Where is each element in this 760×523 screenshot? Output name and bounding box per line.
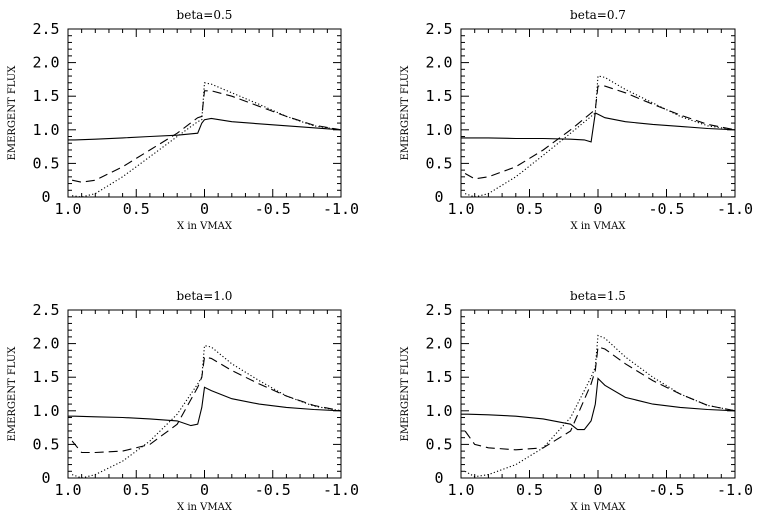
y-tick-label: 1.5 xyxy=(425,87,452,105)
chart-panel-1: beta=0.5 0 0.5 1.0 1.5 2.0 2.5 1.0 0.5 0 -0.5 -1.0 X… xyxy=(7,8,359,232)
x-axis-label: X in VMAX xyxy=(571,502,627,513)
y-tick-label: 0.5 xyxy=(425,435,452,453)
series-line-solid xyxy=(68,386,342,427)
series-line-dashed xyxy=(464,346,736,451)
y-tick-label: 2.0 xyxy=(32,335,59,353)
x-tick-label: 0.5 xyxy=(123,200,150,218)
x-tick-label: -0.5 xyxy=(255,481,291,499)
series-line-dashed xyxy=(464,85,736,180)
y-tick-label: 1.5 xyxy=(425,368,452,386)
y-axis-label: EMERGENT FLUX xyxy=(7,346,18,442)
plot-frame xyxy=(67,28,342,198)
y-tick-label: 0 xyxy=(41,469,50,487)
y-tick-label: 1.0 xyxy=(32,402,59,420)
y-tick-label: 0 xyxy=(434,188,443,206)
series-line-solid xyxy=(461,377,736,431)
series-line-dotted xyxy=(71,344,342,479)
plot-frame xyxy=(67,309,342,479)
x-tick-label: 0.5 xyxy=(123,481,150,499)
y-tick-label: 1.0 xyxy=(32,121,59,139)
x-tick-label: 1.0 xyxy=(447,481,474,499)
plot-frame xyxy=(460,28,736,198)
y-axis-label: EMERGENT FLUX xyxy=(400,65,411,161)
y-tick-label: 1.0 xyxy=(425,121,452,139)
x-tick-label: -1.0 xyxy=(717,200,753,218)
y-tick-label: 2.5 xyxy=(425,301,452,319)
series-line-dotted xyxy=(72,82,342,198)
y-tick-label: 2.5 xyxy=(32,20,59,38)
y-tick-label: 2.5 xyxy=(425,20,452,38)
y-tick-label: 2.0 xyxy=(425,335,452,353)
chart-title: beta=0.7 xyxy=(570,8,626,22)
x-tick-label: 1.0 xyxy=(447,200,474,218)
chart-title: beta=1.0 xyxy=(177,289,233,303)
y-tick-label: 1.5 xyxy=(32,368,59,386)
x-tick-label: -0.5 xyxy=(255,200,291,218)
series-line-solid xyxy=(68,117,342,141)
x-axis-label: X in VMAX xyxy=(177,221,233,232)
y-tick-label: 2.0 xyxy=(32,54,59,72)
y-tick-label: 0 xyxy=(41,188,50,206)
series-line-dotted xyxy=(464,75,736,198)
chart-panel-3: beta=1.0 0 0.5 1.0 1.5 2.0 2.5 1.0 0.5 0 -0.5 -1.0 X… xyxy=(7,289,359,513)
y-tick-label: 0.5 xyxy=(425,154,452,172)
series-line-dashed xyxy=(71,356,342,454)
y-tick-label: 0.5 xyxy=(32,435,59,453)
x-tick-label: 1.0 xyxy=(54,200,81,218)
x-tick-label: 0 xyxy=(593,200,602,218)
x-tick-label: -0.5 xyxy=(648,200,684,218)
y-tick-label: 1.5 xyxy=(32,87,59,105)
y-axis-label: EMERGENT FLUX xyxy=(400,346,411,442)
x-tick-label: 0 xyxy=(200,200,209,218)
x-tick-label: 0 xyxy=(593,481,602,499)
chart-title: beta=1.5 xyxy=(570,289,626,303)
x-tick-label: 0.5 xyxy=(516,200,543,218)
x-tick-label: -1.0 xyxy=(323,200,359,218)
series-line-dashed xyxy=(71,90,342,183)
x-tick-label: -1.0 xyxy=(323,481,359,499)
y-tick-label: 0.5 xyxy=(32,154,59,172)
series-line-solid xyxy=(461,112,736,143)
y-tick-label: 2.5 xyxy=(32,301,59,319)
x-tick-label: -1.0 xyxy=(717,481,753,499)
x-axis-label: X in VMAX xyxy=(177,502,233,513)
series-line-dotted xyxy=(464,334,736,478)
chart-panel-2: beta=0.7 0 0.5 1.0 1.5 2.0 2.5 1.0 0.5 0 -0.5 -1.0 X… xyxy=(400,8,753,232)
x-tick-label: 0 xyxy=(200,481,209,499)
x-tick-label: 0.5 xyxy=(516,481,543,499)
y-axis-label: EMERGENT FLUX xyxy=(7,65,18,161)
x-axis-label: X in VMAX xyxy=(571,221,627,232)
chart-panel-4: beta=1.5 0 0.5 1.0 1.5 2.0 2.5 1.0 0.5 0 -0.5 -1.0 X… xyxy=(400,289,753,513)
y-tick-label: 1.0 xyxy=(425,402,452,420)
y-tick-label: 0 xyxy=(434,469,443,487)
x-tick-label: -0.5 xyxy=(648,481,684,499)
y-tick-label: 2.0 xyxy=(425,54,452,72)
x-tick-label: 1.0 xyxy=(54,481,81,499)
chart-title: beta=0.5 xyxy=(177,8,233,22)
